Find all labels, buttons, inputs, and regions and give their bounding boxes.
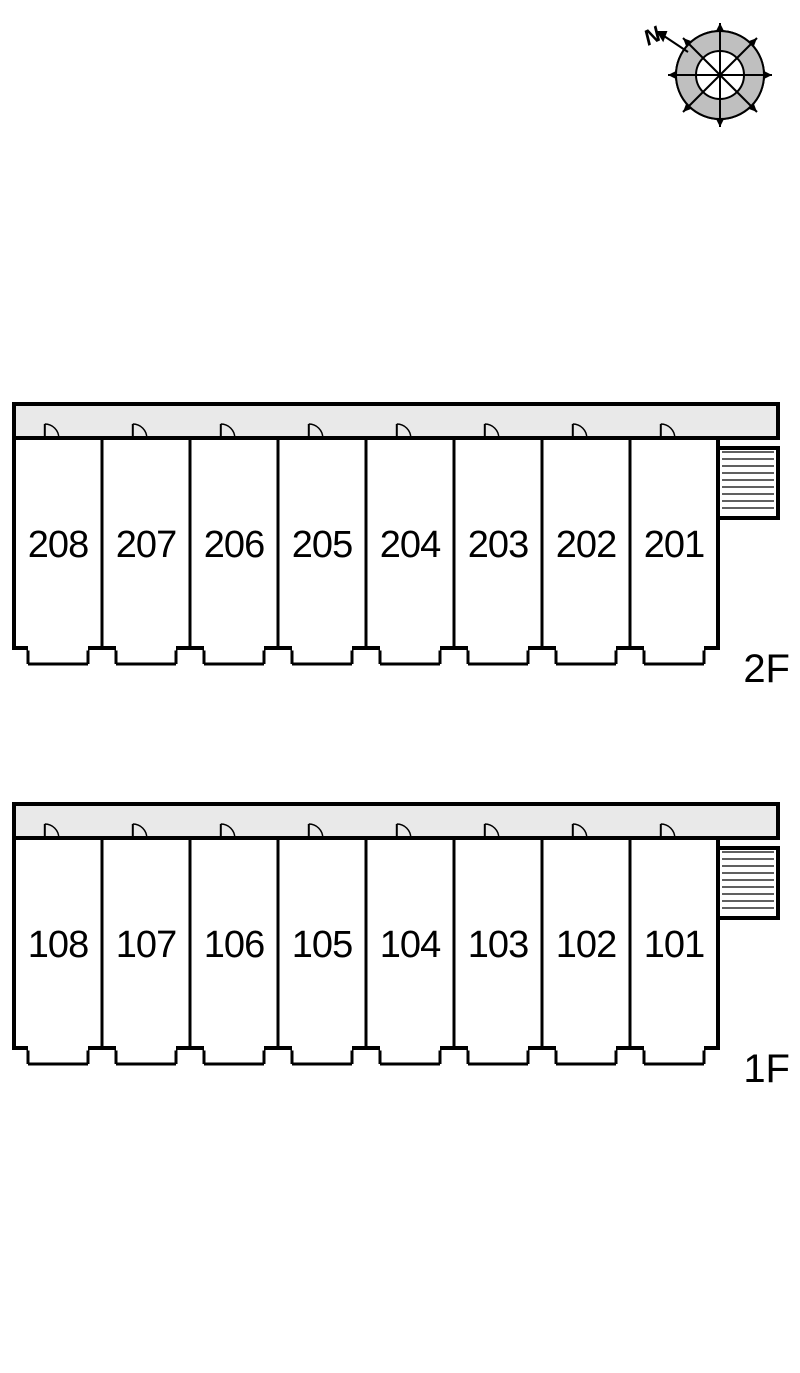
page: N: [0, 0, 800, 1373]
unit-label: 207: [116, 524, 176, 566]
unit-label: 204: [380, 524, 441, 566]
compass-icon: N: [600, 20, 780, 130]
unit-label: 208: [28, 524, 88, 566]
unit-label: 104: [380, 924, 441, 966]
unit-label: 206: [204, 524, 264, 566]
compass: N: [600, 20, 780, 130]
floor-label-1f: 1F: [743, 1047, 790, 1092]
unit-label: 106: [204, 924, 264, 966]
unit-label: 107: [116, 924, 176, 966]
floor-1f-plan: 108 107 106 105 104 103 102 101: [10, 800, 790, 1080]
floor-2f: 208207206205204203202201 2F: [10, 400, 790, 680]
unit-label: 102: [556, 924, 616, 966]
unit-label: 201: [644, 524, 704, 566]
floor-2f-plan: 208 207 206 205 204 203 202 201: [10, 400, 790, 680]
unit-label: 108: [28, 924, 88, 966]
unit-label: 101: [644, 924, 704, 966]
unit-label: 205: [292, 524, 352, 566]
unit-label: 203: [468, 524, 528, 566]
unit-label: 202: [556, 524, 616, 566]
floor-label-2f: 2F: [743, 647, 790, 692]
floor-1f: 108107106105104103102101 1F: [10, 800, 790, 1080]
unit-label: 103: [468, 924, 528, 966]
unit-label: 105: [292, 924, 352, 966]
